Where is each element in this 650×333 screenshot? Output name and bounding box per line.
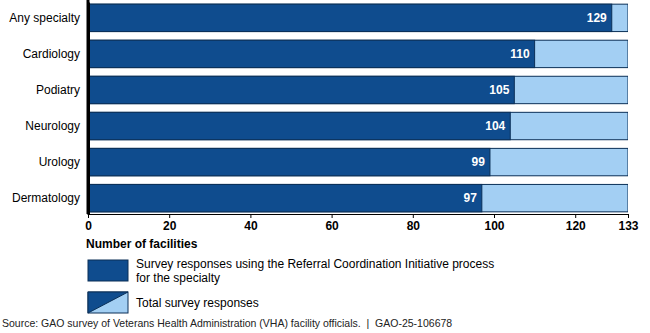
bar	[88, 40, 535, 67]
bar	[88, 40, 628, 67]
bar	[88, 76, 628, 103]
bar	[88, 184, 628, 211]
y-tick-label: Any specialty	[9, 11, 80, 25]
plot: 129 110 105 104 99 97 0 20 40 60 80 100 120 133 Any sp…	[9, 0, 639, 233]
y-axis: Any specialty Cardiology Podiatry Neurology…	[9, 3, 88, 215]
x-tick: 60	[325, 214, 339, 233]
x-tick-label: 100	[484, 219, 504, 233]
bars	[88, 4, 628, 212]
bar	[88, 148, 628, 175]
x-tick: 80	[407, 214, 421, 233]
x-tick-mark	[332, 214, 333, 218]
bar	[88, 4, 612, 31]
y-tick-label: Podiatry	[36, 83, 80, 97]
data-label: 110	[510, 47, 530, 61]
bar	[88, 76, 514, 103]
x-axis: 0 20 40 60 80 100 120 133	[85, 214, 639, 233]
legend-label: Total survey responses	[136, 296, 259, 310]
x-tick: 120	[566, 214, 586, 233]
x-tick-mark	[169, 214, 170, 218]
x-tick-label: 60	[325, 219, 339, 233]
x-tick: 20	[163, 214, 177, 233]
bar	[88, 4, 628, 31]
x-axis-title: Number of facilities	[86, 237, 198, 251]
legend-label: Survey responses using the Referral Coor…	[136, 257, 494, 285]
x-tick-label: 120	[566, 219, 586, 233]
data-labels: 129 110 105 104 99 97	[463, 11, 607, 205]
x-tick-label: 133	[618, 219, 638, 233]
x-tick-label: 0	[85, 219, 92, 233]
x-tick-mark	[250, 214, 251, 218]
x-tick-label: 20	[163, 219, 177, 233]
data-label: 129	[587, 11, 607, 25]
x-tick-mark	[88, 214, 89, 218]
series	[88, 4, 628, 212]
x-tick-mark	[575, 214, 576, 218]
legend: Survey responses using the Referral Coor…	[88, 257, 494, 313]
x-tick-mark	[413, 214, 414, 218]
y-tick: Podiatry	[36, 83, 88, 97]
y-tick: Any specialty	[9, 11, 88, 25]
data-label: 105	[489, 83, 509, 97]
x-tick-mark	[628, 214, 629, 218]
y-tick: Dermatology	[12, 191, 88, 205]
legend-swatch-half	[88, 292, 128, 313]
bar	[88, 112, 628, 139]
y-tick-label: Urology	[39, 155, 80, 169]
x-tick: 0	[85, 214, 92, 233]
data-label: 97	[463, 191, 477, 205]
y-tick-label: Dermatology	[12, 191, 80, 205]
y-tick: Cardiology	[23, 47, 88, 61]
data-label: 104	[485, 119, 505, 133]
source: Source: GAO survey of Veterans Health Ad…	[2, 317, 452, 329]
legend-swatch	[88, 260, 128, 281]
y-tick-label: Cardiology	[23, 47, 80, 61]
x-tick: 40	[244, 214, 258, 233]
x-tick-label: 80	[407, 219, 421, 233]
legend-item: Survey responses using the Referral Coor…	[88, 257, 494, 285]
x-tick: 100	[484, 214, 504, 233]
series	[88, 4, 612, 212]
x-tick: 133	[618, 214, 638, 233]
y-tick-label: Neurology	[25, 119, 80, 133]
x-tick-mark	[494, 214, 495, 218]
y-tick: Urology	[39, 155, 88, 169]
bar	[88, 184, 482, 211]
legend-item: Total survey responses	[88, 292, 259, 313]
x-axis-line	[89, 215, 629, 219]
x-tick-label: 40	[244, 219, 258, 233]
bar	[88, 148, 490, 175]
y-axis-bar	[87, 0, 90, 214]
bar	[88, 112, 510, 139]
y-tick: Neurology	[25, 119, 88, 133]
data-label: 99	[472, 155, 486, 169]
legend-swatch	[88, 292, 128, 313]
